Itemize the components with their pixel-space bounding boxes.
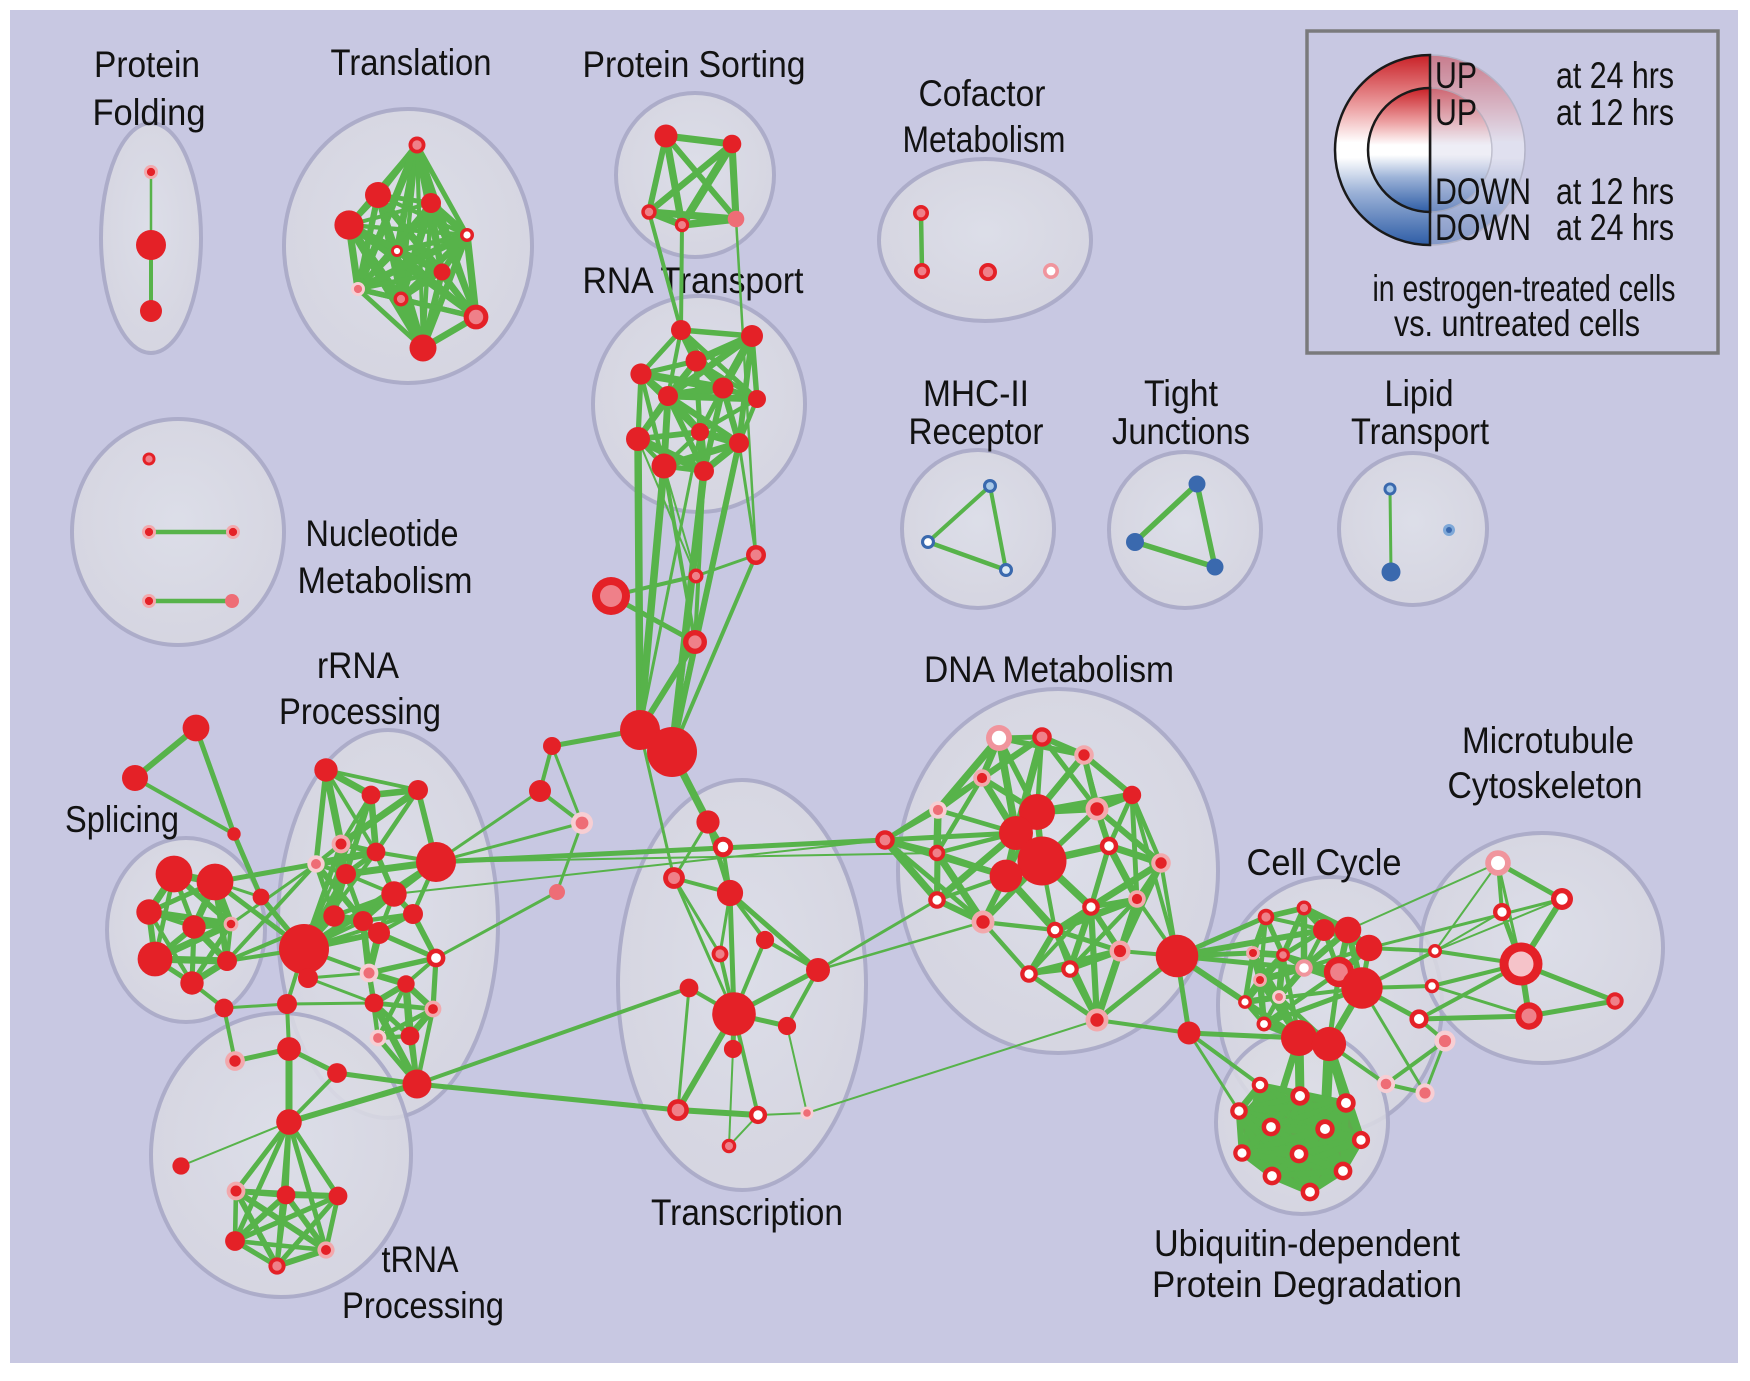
- svg-text:Splicing: Splicing: [65, 799, 179, 840]
- svg-text:Nucleotide: Nucleotide: [306, 513, 459, 554]
- svg-text:Translation: Translation: [331, 42, 492, 83]
- svg-text:UP: UP: [1435, 55, 1477, 96]
- svg-text:at 24 hrs: at 24 hrs: [1556, 207, 1674, 248]
- svg-text:Metabolism: Metabolism: [903, 119, 1066, 160]
- svg-text:MHC-II: MHC-II: [923, 373, 1029, 414]
- svg-text:Receptor: Receptor: [909, 411, 1044, 452]
- svg-text:Transport: Transport: [1351, 411, 1490, 452]
- svg-text:Processing: Processing: [279, 691, 441, 732]
- svg-text:Folding: Folding: [93, 92, 206, 133]
- svg-text:in estrogen-treated cells: in estrogen-treated cells: [1373, 268, 1676, 309]
- svg-text:at 12 hrs: at 12 hrs: [1556, 171, 1674, 212]
- svg-text:RNA Transport: RNA Transport: [583, 260, 805, 301]
- svg-text:Tight: Tight: [1144, 373, 1219, 414]
- svg-text:Protein: Protein: [94, 44, 200, 85]
- svg-text:Lipid: Lipid: [1385, 373, 1454, 414]
- svg-text:Microtubule: Microtubule: [1462, 720, 1634, 761]
- svg-text:Cofactor: Cofactor: [919, 73, 1046, 114]
- svg-text:Cytoskeleton: Cytoskeleton: [1448, 765, 1643, 806]
- svg-text:at 24 hrs: at 24 hrs: [1556, 55, 1674, 96]
- svg-text:Protein Sorting: Protein Sorting: [583, 44, 806, 85]
- svg-text:DOWN: DOWN: [1435, 171, 1531, 212]
- svg-text:Cell Cycle: Cell Cycle: [1247, 842, 1402, 883]
- svg-text:at 12 hrs: at 12 hrs: [1556, 92, 1674, 133]
- svg-text:UP: UP: [1435, 92, 1477, 133]
- svg-text:Metabolism: Metabolism: [298, 560, 473, 601]
- svg-text:Protein Degradation: Protein Degradation: [1152, 1264, 1462, 1305]
- svg-text:rRNA: rRNA: [317, 645, 399, 686]
- svg-text:DNA Metabolism: DNA Metabolism: [924, 649, 1174, 690]
- svg-text:vs. untreated cells: vs. untreated cells: [1394, 303, 1640, 344]
- svg-text:Ubiquitin-dependent: Ubiquitin-dependent: [1154, 1223, 1461, 1264]
- svg-text:Processing: Processing: [342, 1285, 504, 1326]
- svg-text:Junctions: Junctions: [1112, 411, 1250, 452]
- svg-text:Transcription: Transcription: [651, 1192, 843, 1233]
- svg-text:tRNA: tRNA: [382, 1239, 459, 1280]
- svg-text:DOWN: DOWN: [1435, 207, 1531, 248]
